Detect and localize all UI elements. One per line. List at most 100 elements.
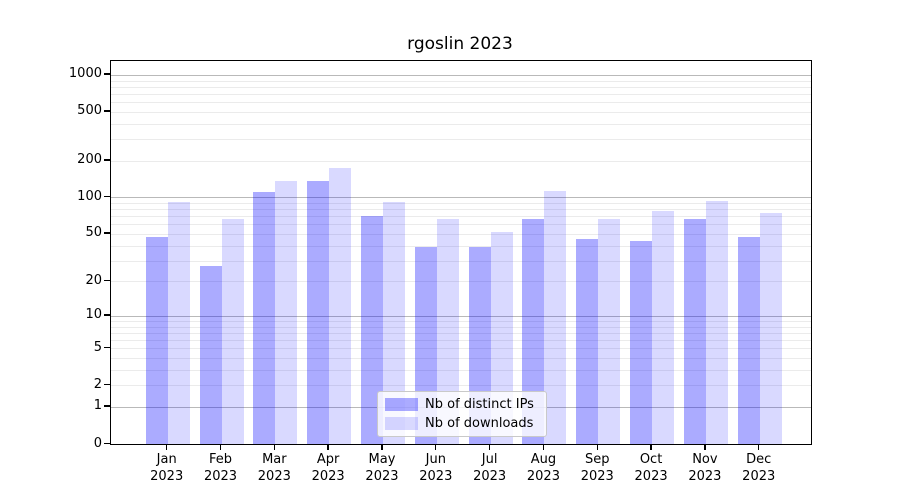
bar-nb-of-downloads-jan xyxy=(167,202,190,444)
legend-label: Nb of distinct IPs xyxy=(425,396,534,412)
bar-nb-of-distinct-ips-sep xyxy=(576,239,599,444)
x-tick-label: Aug 2023 xyxy=(526,452,560,484)
bar-nb-of-distinct-ips-dec xyxy=(737,237,760,444)
legend-item: Nb of distinct IPs xyxy=(385,396,538,412)
x-tick-mark xyxy=(488,444,491,450)
legend-item: Nb of downloads xyxy=(385,415,538,431)
bar-nb-of-distinct-ips-nov xyxy=(683,218,706,444)
bar-nb-of-downloads-dec xyxy=(759,212,782,444)
bar-nb-of-downloads-aug xyxy=(544,191,567,444)
bar-nb-of-distinct-ips-oct xyxy=(630,240,653,444)
x-tick-mark xyxy=(758,444,760,450)
x-tick-mark xyxy=(273,444,276,450)
gridline-minor xyxy=(111,281,811,283)
gridline-minor xyxy=(111,332,811,334)
x-tick-mark xyxy=(542,444,545,450)
y-tick-label: 20 xyxy=(85,272,102,288)
x-tick-mark xyxy=(166,444,168,450)
gridline-minor xyxy=(111,385,811,387)
bar-nb-of-downloads-may xyxy=(382,201,405,444)
x-tick-mark xyxy=(704,444,706,450)
x-tick-mark xyxy=(381,444,383,450)
gridline-minor xyxy=(111,233,811,235)
y-tick-label: 500 xyxy=(77,103,102,119)
bar-nb-of-downloads-sep xyxy=(598,219,621,444)
gridline-minor xyxy=(111,86,811,88)
y-tick-label: 0 xyxy=(93,435,102,451)
y-tick-label: 10 xyxy=(85,307,102,323)
gridline-minor xyxy=(111,245,811,247)
gridline-major xyxy=(111,197,811,199)
legend-label: Nb of downloads xyxy=(425,415,534,431)
bar-nb-of-distinct-ips-mar xyxy=(253,191,276,444)
y-tick-label: 2 xyxy=(93,376,102,392)
plot-area xyxy=(110,60,812,445)
gridline-minor xyxy=(111,358,811,360)
legend: Nb of distinct IPs Nb of downloads xyxy=(377,391,547,437)
gridline-major xyxy=(111,315,811,317)
x-tick-mark xyxy=(650,444,652,450)
bar-nb-of-downloads-oct xyxy=(652,211,675,444)
bar-nb-of-downloads-mar xyxy=(275,181,298,444)
bar-nb-of-distinct-ips-jan xyxy=(145,237,168,444)
gridline-minor xyxy=(111,260,811,262)
y-tick-mark xyxy=(104,383,110,386)
x-tick-label: Feb 2023 xyxy=(203,452,238,484)
y-tick-label: 1000 xyxy=(68,66,102,82)
legend-swatch-icon xyxy=(385,417,418,430)
gridline-minor xyxy=(111,203,811,205)
gridline-minor xyxy=(111,80,811,82)
chart-title: rgoslin 2023 xyxy=(407,34,513,54)
y-tick-label: 1 xyxy=(93,398,102,414)
gridline-minor xyxy=(111,139,811,141)
x-tick-mark xyxy=(435,444,437,450)
bar-nb-of-distinct-ips-aug xyxy=(522,219,545,444)
gridline-minor xyxy=(111,93,811,95)
x-tick-label: Dec 2023 xyxy=(742,452,776,484)
y-tick-label: 200 xyxy=(77,152,102,168)
gridline-minor xyxy=(111,160,811,162)
x-tick-label: May 2023 xyxy=(365,452,399,484)
bar-nb-of-downloads-feb xyxy=(221,219,244,444)
x-tick-mark xyxy=(596,444,598,450)
x-tick-mark xyxy=(219,444,222,450)
bar-nb-of-distinct-ips-may xyxy=(360,216,383,444)
gridline-minor xyxy=(111,216,811,218)
x-tick-label: Mar 2023 xyxy=(257,452,291,484)
y-tick-mark xyxy=(104,279,110,282)
x-tick-label: Jul 2023 xyxy=(473,452,507,484)
x-tick-label: Jan 2023 xyxy=(150,452,184,484)
x-tick-label: Apr 2023 xyxy=(311,452,345,484)
x-tick-label: Nov 2023 xyxy=(688,452,722,484)
gridline-minor xyxy=(111,123,811,125)
y-tick-label: 100 xyxy=(77,188,102,204)
y-tick-mark xyxy=(104,232,110,234)
gridline-minor xyxy=(111,224,811,226)
y-tick-mark xyxy=(104,110,110,112)
x-tick-label: Sep 2023 xyxy=(580,452,614,484)
gridline-minor xyxy=(111,102,811,104)
y-tick-mark xyxy=(104,195,110,198)
y-tick-label: 50 xyxy=(85,225,102,241)
x-tick-label: Oct 2023 xyxy=(634,452,668,484)
gridline-minor xyxy=(111,369,811,371)
bar-nb-of-downloads-nov xyxy=(705,201,728,444)
y-tick-mark xyxy=(104,73,110,75)
gridline-minor xyxy=(111,340,811,342)
y-tick-mark xyxy=(104,442,110,444)
legend-swatch-icon xyxy=(385,398,418,411)
gridline-major xyxy=(111,74,811,76)
gridline-minor xyxy=(111,326,811,328)
bar-nb-of-distinct-ips-apr xyxy=(307,181,330,444)
x-tick-mark xyxy=(327,444,329,450)
bar-nb-of-downloads-jul xyxy=(490,231,513,444)
x-tick-label: Jun 2023 xyxy=(419,452,453,484)
bar-nb-of-distinct-ips-feb xyxy=(199,265,222,444)
y-tick-label: 5 xyxy=(93,339,102,355)
gridline-minor xyxy=(111,111,811,113)
y-tick-mark xyxy=(104,405,110,407)
gridline-minor xyxy=(111,321,811,322)
bar-nb-of-downloads-jun xyxy=(436,219,459,444)
gridline-minor xyxy=(111,209,811,211)
